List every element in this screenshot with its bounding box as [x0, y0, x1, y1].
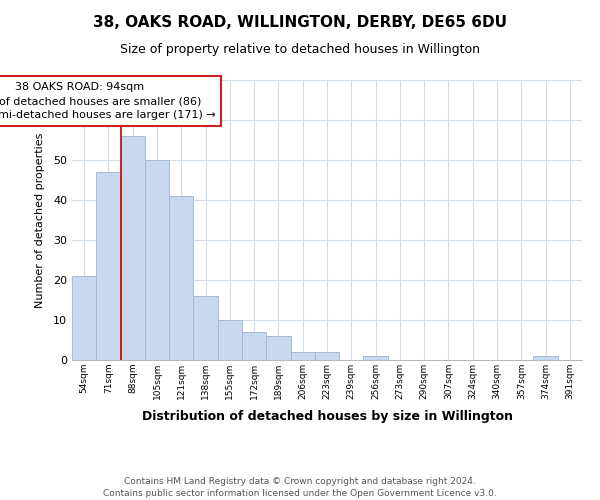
Bar	[533, 356, 558, 360]
Bar	[266, 336, 290, 360]
Bar	[364, 356, 388, 360]
Text: 38, OAKS ROAD, WILLINGTON, DERBY, DE65 6DU: 38, OAKS ROAD, WILLINGTON, DERBY, DE65 6…	[93, 15, 507, 30]
Bar	[121, 136, 145, 360]
Bar	[242, 332, 266, 360]
Bar	[218, 320, 242, 360]
Bar	[193, 296, 218, 360]
Bar	[169, 196, 193, 360]
X-axis label: Distribution of detached houses by size in Willington: Distribution of detached houses by size …	[142, 410, 512, 424]
Bar	[315, 352, 339, 360]
Y-axis label: Number of detached properties: Number of detached properties	[35, 132, 44, 308]
Text: Size of property relative to detached houses in Willington: Size of property relative to detached ho…	[120, 42, 480, 56]
Bar	[72, 276, 96, 360]
Bar	[96, 172, 121, 360]
Bar	[290, 352, 315, 360]
Text: 38 OAKS ROAD: 94sqm
← 33% of detached houses are smaller (86)
66% of semi-detach: 38 OAKS ROAD: 94sqm ← 33% of detached ho…	[0, 82, 215, 120]
Text: Contains public sector information licensed under the Open Government Licence v3: Contains public sector information licen…	[103, 489, 497, 498]
Bar	[145, 160, 169, 360]
Text: Contains HM Land Registry data © Crown copyright and database right 2024.: Contains HM Land Registry data © Crown c…	[124, 478, 476, 486]
